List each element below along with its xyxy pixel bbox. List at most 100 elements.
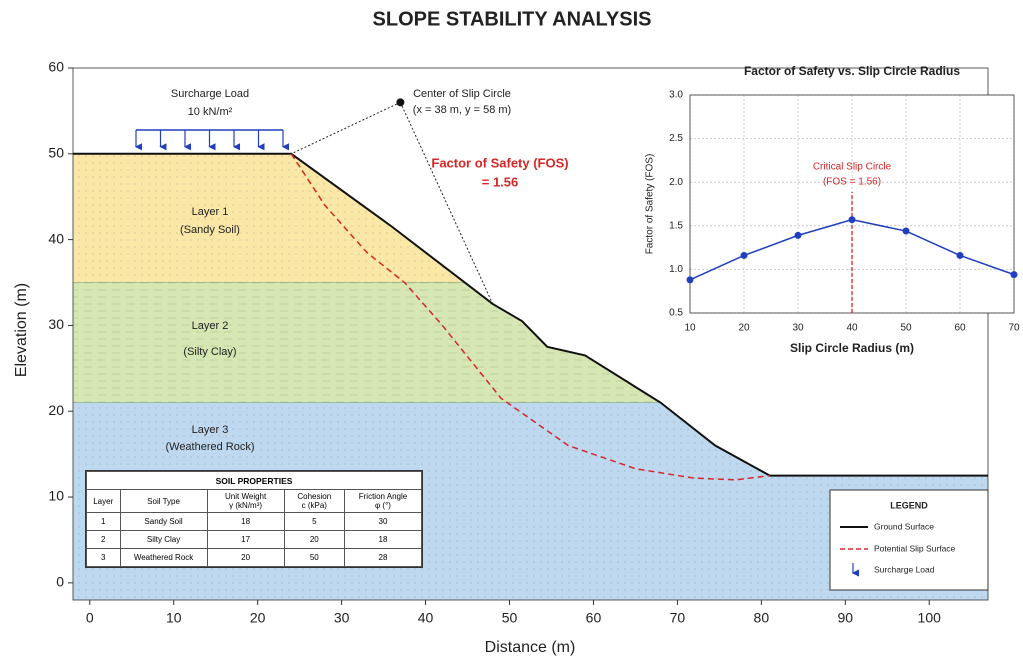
x-tick-label: 50 bbox=[502, 610, 518, 626]
table-cell: 18 bbox=[344, 531, 421, 549]
x-tick-label: 70 bbox=[1008, 323, 1020, 334]
table-title: SOIL PROPERTIES bbox=[87, 472, 422, 490]
header-text: Layer bbox=[93, 497, 113, 506]
x-tick-label: 70 bbox=[670, 610, 686, 626]
x-tick-label: 60 bbox=[954, 323, 966, 334]
y-axis-title: Factor of Safety (FOS) bbox=[645, 154, 656, 255]
y-axis-title: Elevation (m) bbox=[13, 283, 30, 377]
y-tick-label: 0.5 bbox=[669, 308, 683, 319]
legend: LEGEND Ground Surface Potential Slip Sur… bbox=[830, 490, 988, 590]
legend-label: Ground Surface bbox=[874, 521, 934, 531]
soil-table: SOIL PROPERTIES Layer Soil Type Unit Weight… bbox=[85, 470, 423, 568]
radius-line bbox=[291, 102, 400, 153]
y-tick-label: 3.0 bbox=[669, 90, 683, 101]
y-tick-label: 1.0 bbox=[669, 264, 683, 275]
x-tick-label: 30 bbox=[334, 610, 350, 626]
x-tick-label: 0 bbox=[86, 610, 94, 626]
table-cell: 28 bbox=[344, 549, 421, 567]
y-tick-label: 10 bbox=[48, 488, 64, 504]
y-tick-label: 30 bbox=[48, 316, 64, 332]
fos-point bbox=[741, 252, 748, 259]
legend-title: LEGEND bbox=[890, 500, 928, 510]
table-cell: 3 bbox=[87, 549, 121, 567]
table-cell: 50 bbox=[284, 549, 344, 567]
y-tick-label: 50 bbox=[48, 145, 64, 161]
table-cell: Weathered Rock bbox=[120, 549, 207, 567]
header-text: Cohesion bbox=[297, 492, 331, 501]
y-tick-label: 0 bbox=[56, 574, 64, 590]
table-cell: 20 bbox=[207, 549, 284, 567]
x-axis-title: Slip Circle Radius (m) bbox=[790, 341, 914, 355]
x-tick-label: 40 bbox=[418, 610, 434, 626]
table-cell: 5 bbox=[284, 513, 344, 531]
x-axis-title: Distance (m) bbox=[485, 639, 576, 656]
critical-label: Critical Slip Circle bbox=[813, 162, 892, 173]
x-tick-label: 30 bbox=[792, 323, 804, 334]
critical-label: (FOS = 1.56) bbox=[823, 177, 881, 188]
header-text: γ (kN/m³) bbox=[229, 501, 262, 510]
x-tick-label: 60 bbox=[586, 610, 602, 626]
x-tick-label: 50 bbox=[900, 323, 912, 334]
layer-label: Layer 3 bbox=[192, 424, 229, 436]
fos-point bbox=[903, 228, 910, 235]
slip-center bbox=[396, 98, 404, 106]
table-cell: 18 bbox=[207, 513, 284, 531]
header-text: Unit Weight bbox=[225, 492, 266, 501]
table: SOIL PROPERTIES Layer Soil Type Unit Weight… bbox=[86, 471, 422, 567]
legend-label: Potential Slip Surface bbox=[874, 543, 956, 553]
table-cell: 20 bbox=[284, 531, 344, 549]
y-tick-label: 60 bbox=[48, 59, 64, 75]
header-text: Soil Type bbox=[147, 497, 180, 506]
layer-label: Layer 2 bbox=[192, 320, 229, 332]
y-tick-label: 40 bbox=[48, 230, 64, 246]
annotation: = 1.56 bbox=[482, 174, 519, 189]
fos-point bbox=[1011, 271, 1018, 278]
table-cell: 17 bbox=[207, 531, 284, 549]
header-text: Friction Angle bbox=[359, 492, 407, 501]
table-row: SOIL PROPERTIES bbox=[87, 472, 422, 490]
table-header: Layer bbox=[87, 490, 121, 513]
x-tick-label: 10 bbox=[166, 610, 182, 626]
y-tick-label: 1.5 bbox=[669, 220, 683, 231]
table-cell: 2 bbox=[87, 531, 121, 549]
fos-point bbox=[849, 216, 856, 223]
x-tick-label: 80 bbox=[754, 610, 770, 626]
x-tick-label: 20 bbox=[250, 610, 266, 626]
header-text: φ (°) bbox=[375, 501, 391, 510]
inset-chart: Factor of Safety vs. Slip Circle Radius S… bbox=[645, 64, 1020, 355]
fos-point bbox=[687, 276, 694, 283]
table-cell: 30 bbox=[344, 513, 421, 531]
layer-label: (Sandy Soil) bbox=[180, 224, 240, 236]
layer-label: Layer 1 bbox=[192, 206, 229, 218]
x-tick-label: 100 bbox=[918, 610, 942, 626]
chart-title: SLOPE STABILITY ANALYSIS bbox=[373, 8, 652, 30]
x-tick-label: 40 bbox=[846, 323, 858, 334]
fos-point bbox=[957, 252, 964, 259]
table-cell: Silty Clay bbox=[120, 531, 207, 549]
layer-label: (Silty Clay) bbox=[183, 346, 236, 358]
header-text: c (kPa) bbox=[302, 501, 327, 510]
annotation: Surcharge Load bbox=[171, 88, 249, 100]
y-tick-label: 2.0 bbox=[669, 177, 683, 188]
table-header: Soil Type bbox=[120, 490, 207, 513]
page: SLOPE STABILITY ANALYSIS Distance (m) El… bbox=[0, 0, 1023, 666]
layer-label: (Weathered Rock) bbox=[165, 441, 254, 453]
y-tick-label: 20 bbox=[48, 402, 64, 418]
table-cell: 1 bbox=[87, 513, 121, 531]
y-tick-label: 2.5 bbox=[669, 133, 683, 144]
fos-point bbox=[795, 232, 802, 239]
annotation: Center of Slip Circle bbox=[413, 88, 511, 100]
annotation: Factor of Safety (FOS) bbox=[431, 155, 568, 170]
inset-title: Factor of Safety vs. Slip Circle Radius bbox=[744, 64, 960, 78]
x-tick-label: 10 bbox=[684, 323, 696, 334]
legend-label: Surcharge Load bbox=[874, 564, 935, 574]
x-tick-label: 90 bbox=[838, 610, 854, 626]
x-tick-label: 20 bbox=[738, 323, 750, 334]
